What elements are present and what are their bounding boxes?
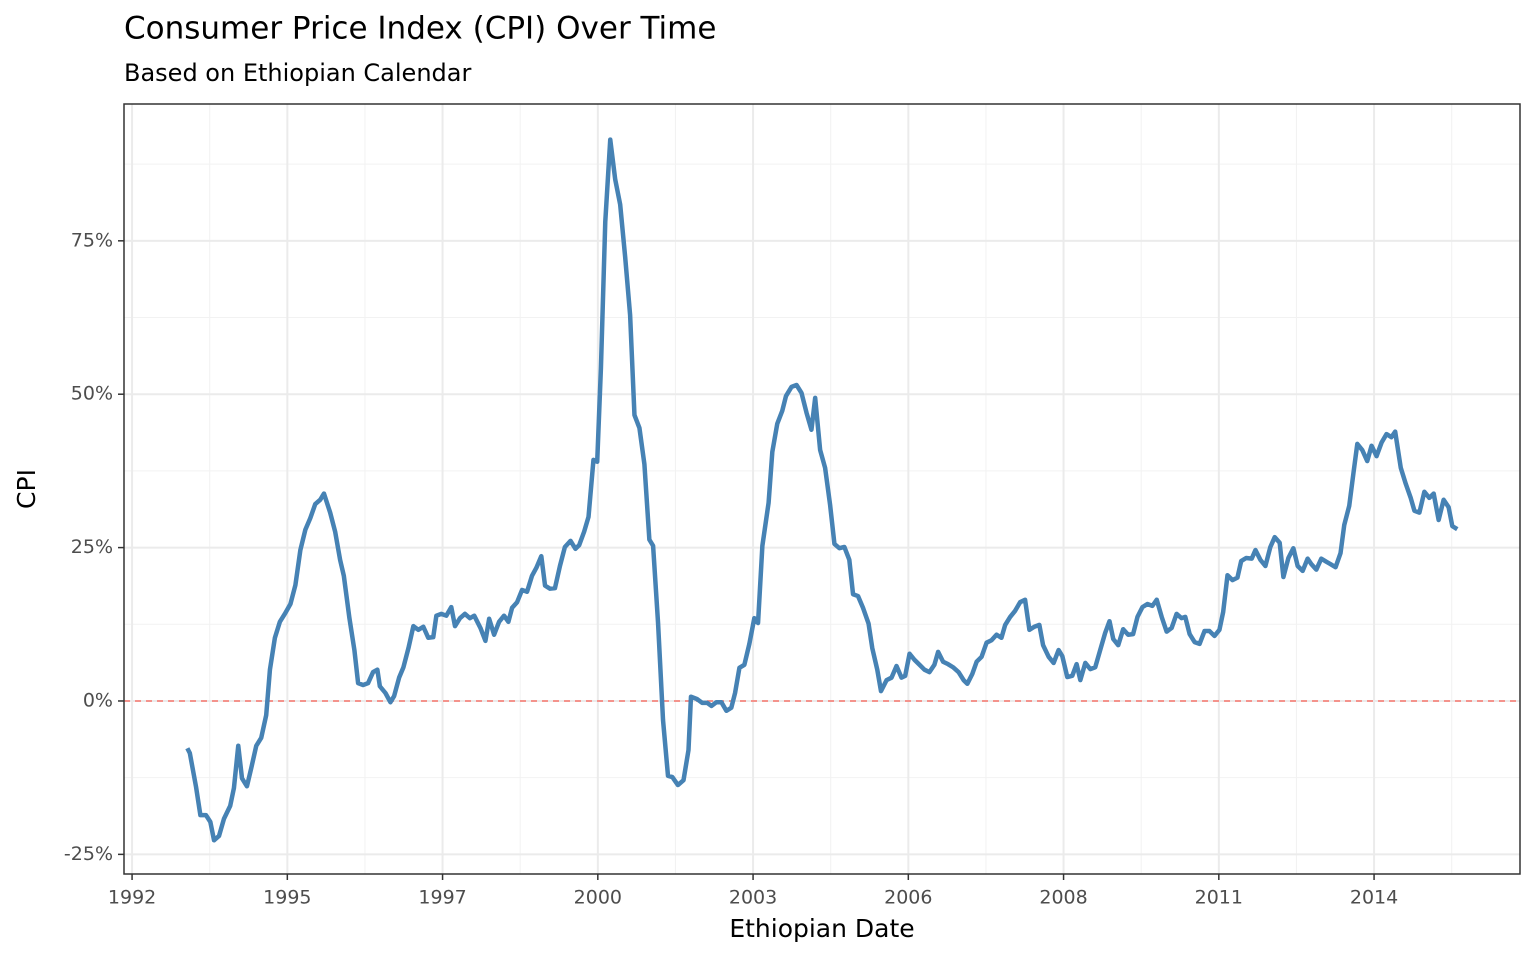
panel-border xyxy=(123,103,1521,875)
x-tick-label: 2014 xyxy=(1350,887,1398,909)
y-axis-title: CPI xyxy=(12,469,41,509)
x-tick-label: 2008 xyxy=(1039,887,1087,909)
chart-subtitle: Based on Ethiopian Calendar xyxy=(124,59,471,87)
y-tick-label: -25% xyxy=(64,843,113,865)
x-axis-title: Ethiopian Date xyxy=(729,914,914,943)
x-tick-label: 2003 xyxy=(729,887,777,909)
y-tick-label: 25% xyxy=(71,536,113,558)
x-tick-label: 2006 xyxy=(884,887,932,909)
x-tick-label: 1992 xyxy=(108,887,156,909)
y-tick-label: 50% xyxy=(71,383,113,405)
x-tick-label: 2011 xyxy=(1195,887,1243,909)
y-tick-label: 75% xyxy=(71,229,113,251)
y-tick-label: 0% xyxy=(83,689,113,711)
x-tick-label: 1995 xyxy=(263,887,311,909)
x-tick-label: 1997 xyxy=(418,887,466,909)
cpi-line xyxy=(185,137,1459,843)
chart-title: Consumer Price Index (CPI) Over Time xyxy=(124,11,716,47)
x-tick-label: 2000 xyxy=(574,887,622,909)
